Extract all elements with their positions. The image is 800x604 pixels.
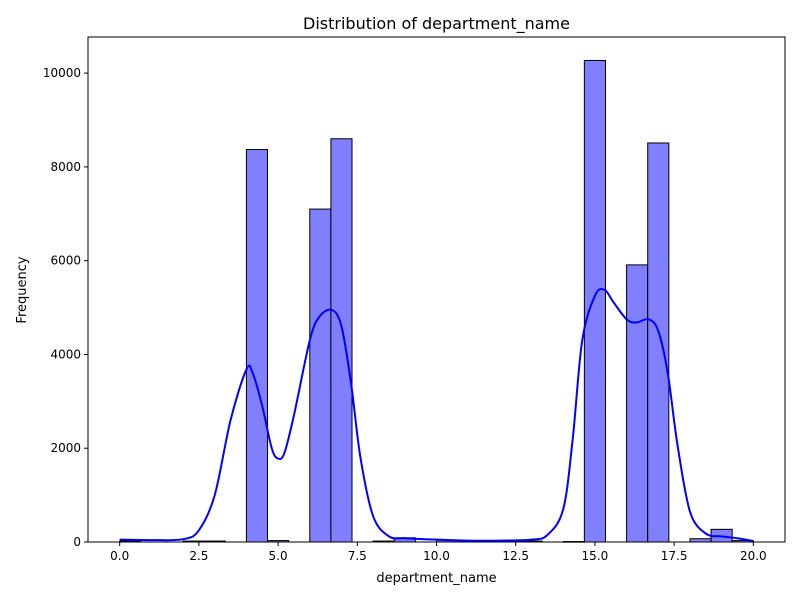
y-tick-label: 0: [73, 535, 81, 549]
x-tick-label: 5.0: [269, 549, 288, 563]
y-tick-label: 10000: [43, 66, 81, 80]
y-tick-label: 8000: [50, 160, 81, 174]
y-tick-label: 2000: [50, 441, 81, 455]
x-tick-label: 10.0: [423, 549, 450, 563]
histogram-bar: [330, 138, 353, 543]
x-tick-label: 12.5: [502, 549, 529, 563]
x-axis-ticks: 0.0 2.5 5.0 7.5 10.0 12.5 15.0 17.5 20.0: [110, 542, 767, 563]
x-tick-label: 17.5: [661, 549, 688, 563]
x-tick-label: 20.0: [740, 549, 767, 563]
kde-line: [119, 287, 754, 543]
y-axis-label: Frequency: [15, 256, 30, 323]
x-tick-label: 0.0: [110, 549, 129, 563]
histogram-bar: [647, 142, 670, 543]
x-tick-label: 2.5: [189, 549, 208, 563]
y-tick-label: 4000: [50, 347, 81, 361]
x-axis-label: department_name: [376, 571, 496, 586]
chart-title: Distribution of department_name: [303, 14, 570, 34]
histogram-bar: [245, 149, 269, 543]
histogram-bar: [583, 59, 606, 543]
histogram-bar: [309, 208, 332, 543]
x-tick-label: 15.0: [582, 549, 609, 563]
bars-layer: [119, 59, 754, 543]
y-tick-label: 6000: [50, 254, 81, 268]
x-tick-label: 7.5: [348, 549, 367, 563]
histogram-bar: [626, 264, 649, 543]
y-axis-ticks: 0 2000 4000 6000 8000 10000: [43, 66, 88, 549]
